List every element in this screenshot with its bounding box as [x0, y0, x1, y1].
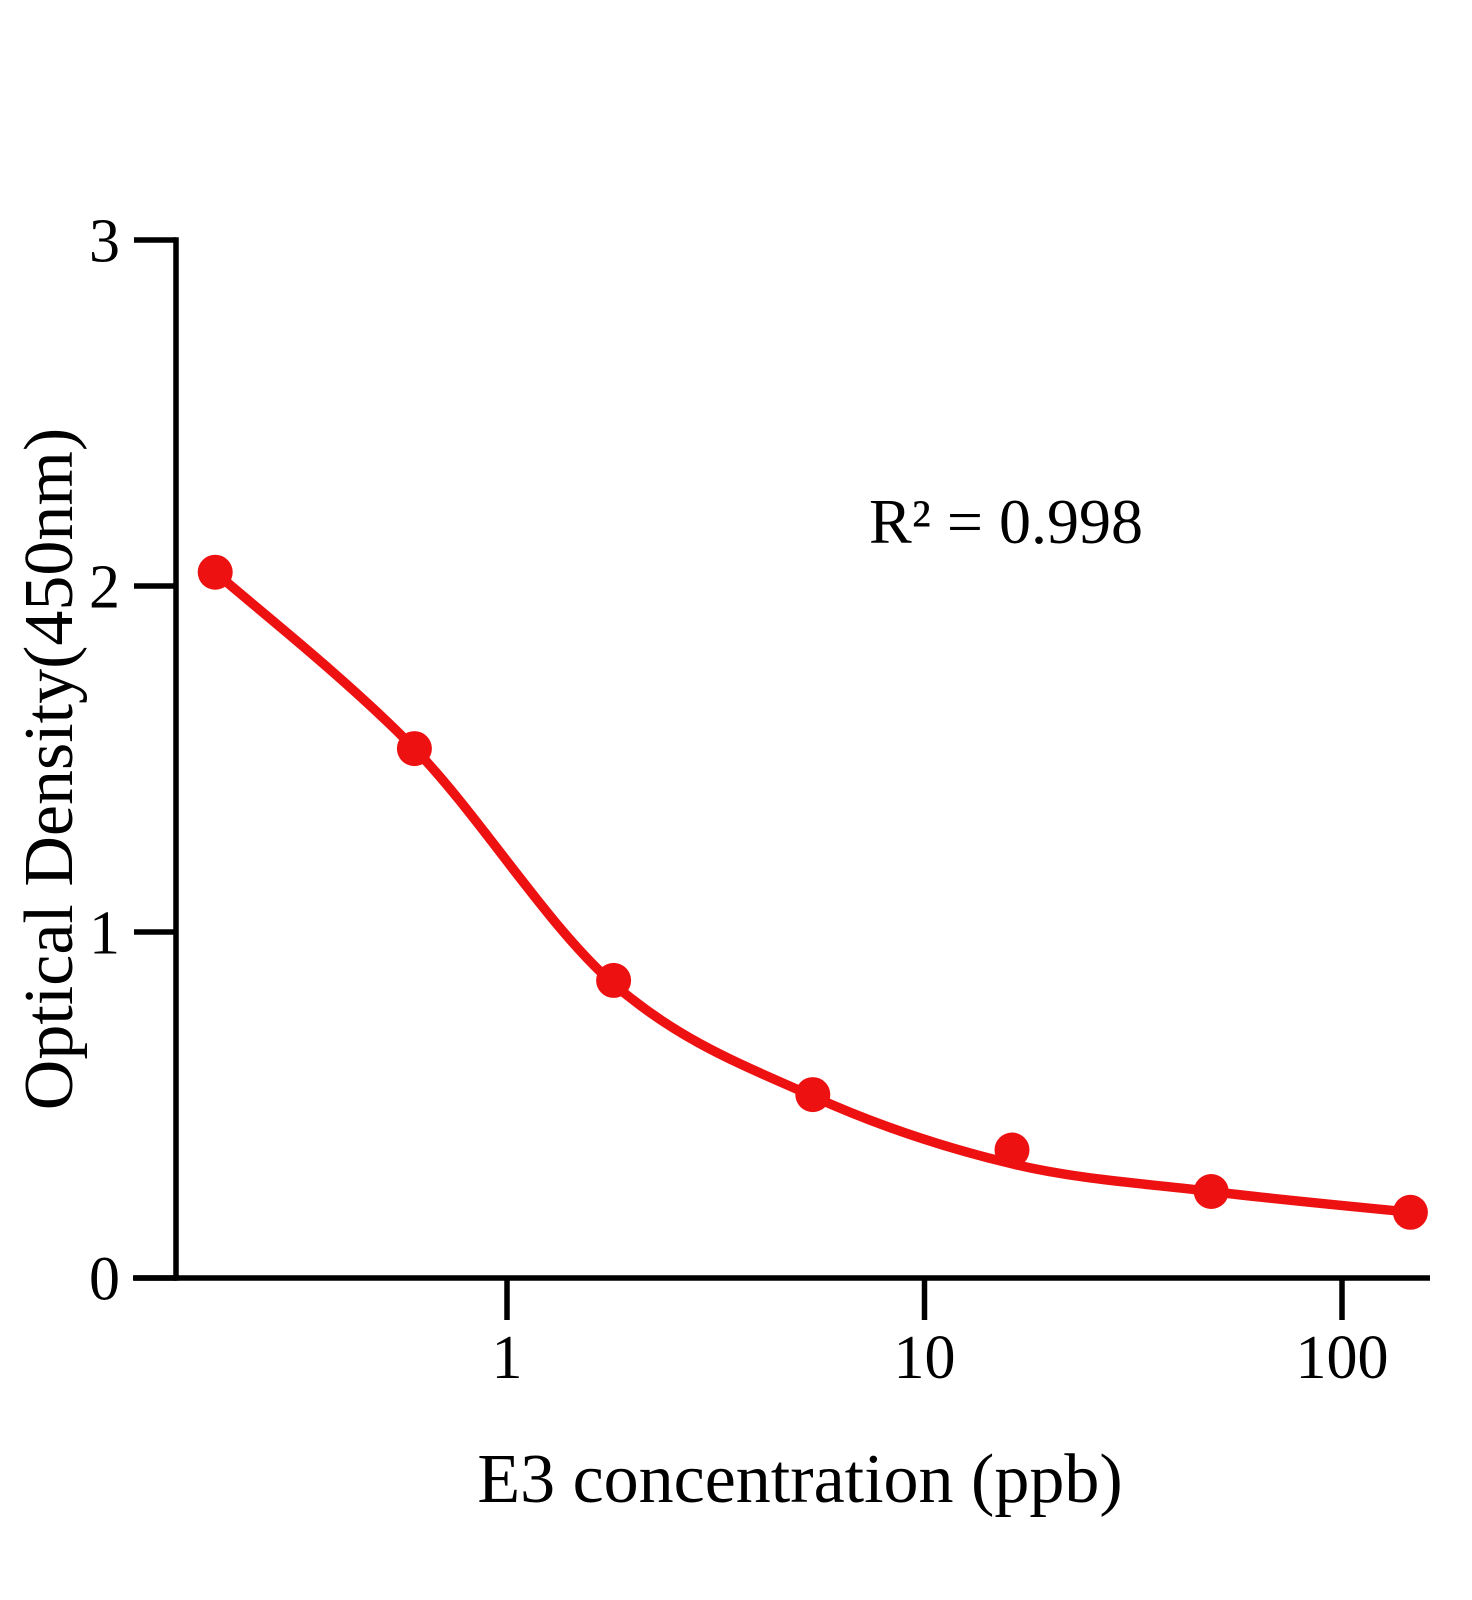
data-point: [1392, 1194, 1428, 1230]
axes: [133, 237, 1430, 1281]
data-points: [197, 554, 1428, 1230]
fit-curve: [210, 567, 1416, 1218]
data-point: [795, 1077, 831, 1113]
x-tick-label: 100: [1296, 1324, 1389, 1392]
y-tick-label: 1: [89, 900, 120, 968]
x-tick-label: 10: [894, 1324, 956, 1392]
x-axis-title: E3 concentration (ppb): [477, 1441, 1122, 1518]
r-squared-annotation: R² = 0.998: [869, 486, 1143, 557]
x-tick-label: 1: [492, 1324, 523, 1392]
data-point: [396, 731, 432, 767]
data-point: [1193, 1174, 1229, 1209]
y-tick-label: 3: [89, 208, 120, 276]
y-axis-title: Optical Density(450nm): [11, 428, 88, 1110]
axis-ticks: [134, 237, 1345, 1320]
data-point: [596, 962, 632, 998]
y-tick-label: 0: [89, 1246, 120, 1314]
data-point: [197, 554, 233, 590]
tick-labels: 1 10 100 0 1 2 3: [89, 208, 1389, 1392]
data-point: [994, 1132, 1030, 1168]
y-tick-label: 2: [89, 554, 120, 622]
